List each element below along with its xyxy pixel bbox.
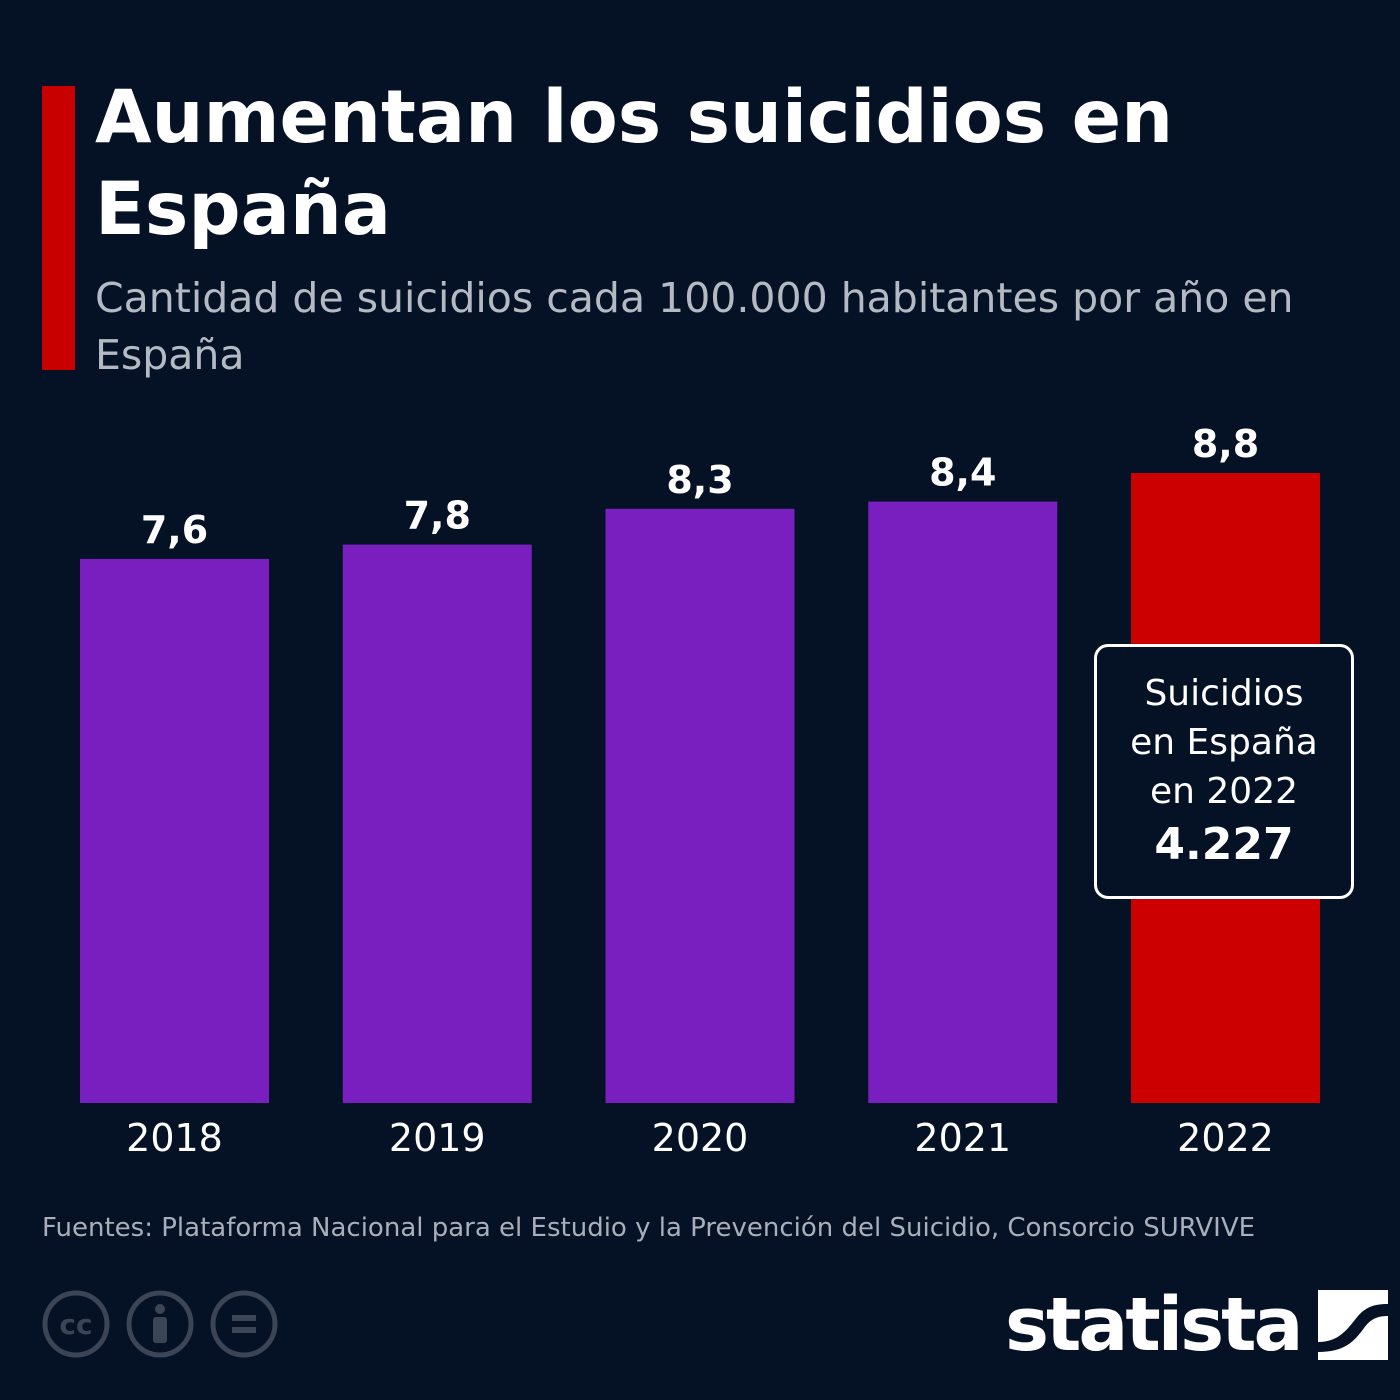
value-label-2018: 7,6	[141, 508, 208, 552]
bar-2020	[605, 508, 795, 1103]
x-tick-label-2021: 2021	[914, 1116, 1011, 1160]
statista-wordmark: statista	[1005, 1282, 1303, 1368]
statista-logo[interactable]: statista	[1005, 1280, 1389, 1370]
statista-logo-icon	[1318, 1290, 1389, 1360]
source-note: Fuentes: Plataforma Nacional para el Est…	[42, 1213, 1256, 1243]
attribution-icon[interactable]	[126, 1290, 194, 1358]
license-icons: cc	[42, 1290, 282, 1358]
chart-title: Aumentan los suicidios en España	[95, 75, 1174, 252]
callout-line-3: en 2022	[1149, 771, 1299, 812]
bar-chart: 7,6 2018 7,8 2019 8,3 2020 8,4 2021 8,8 2022	[80, 422, 1320, 1160]
callout-line-2: en España	[1130, 722, 1318, 763]
callout-value: 4.227	[1154, 819, 1294, 870]
bar-2019	[342, 544, 532, 1103]
value-label-2019: 7,8	[404, 494, 471, 538]
callout-box: Suicidios en España en 2022 4.227	[1094, 644, 1354, 899]
chart-subtitle: Cantidad de suicidios cada 100.000 habit…	[95, 274, 1294, 379]
x-tick-label-2019: 2019	[389, 1116, 486, 1160]
x-tick-label-2020: 2020	[652, 1116, 749, 1160]
cc-icon[interactable]: cc	[42, 1290, 110, 1358]
value-label-2022: 8,8	[1192, 422, 1259, 466]
no-derivatives-icon[interactable]	[210, 1290, 278, 1358]
bar-2018	[80, 558, 269, 1103]
callout-line-1: Suicidios	[1144, 673, 1304, 714]
bar-2021	[868, 501, 1058, 1103]
x-tick-label-2018: 2018	[126, 1116, 223, 1160]
title-accent-bar	[42, 86, 75, 370]
x-tick-label-2022: 2022	[1177, 1116, 1274, 1160]
cc-icon-label: cc	[59, 1308, 92, 1341]
value-label-2020: 8,3	[666, 458, 733, 502]
value-label-2021: 8,4	[929, 451, 996, 495]
